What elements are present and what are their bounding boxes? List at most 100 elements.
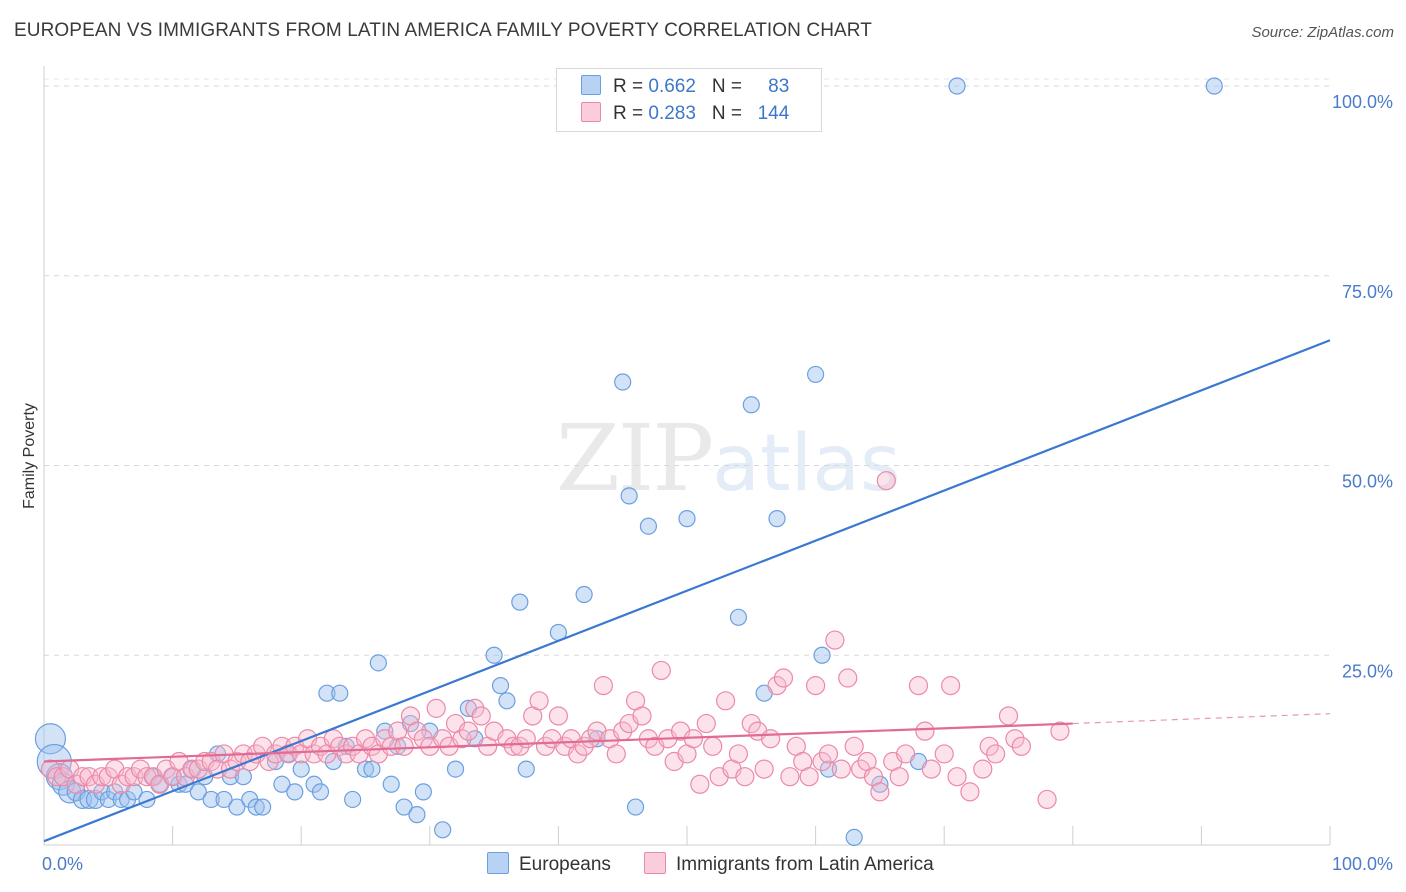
point-europeans: [845, 828, 863, 847]
point-latin: [915, 721, 935, 741]
point-europeans: [273, 775, 291, 793]
legend-n-label: N =: [711, 103, 748, 124]
stats-legend: R = 0.662 N = 83 R = 0.283 N = 144: [556, 68, 822, 132]
legend-item-latin[interactable]: Immigrants from Latin America: [644, 852, 934, 876]
point-latin: [651, 660, 671, 681]
y-tick-label: 50.0%: [1342, 472, 1393, 492]
point-latin: [593, 676, 614, 696]
point-europeans: [189, 783, 207, 801]
point-latin: [844, 736, 864, 756]
chart-title: EUROPEAN VS IMMIGRANTS FROM LATIN AMERIC…: [14, 20, 872, 41]
legend-n-label: N =: [711, 76, 748, 97]
point-latin: [760, 729, 781, 749]
point-europeans: [434, 821, 452, 839]
point-europeans: [485, 646, 503, 664]
trend-line-latin: [43, 722, 1073, 763]
point-europeans: [742, 396, 760, 414]
watermark-zip: ZIP: [556, 405, 714, 512]
point-europeans: [446, 760, 465, 778]
point-latin: [773, 668, 794, 688]
legend-swatch-latin: [644, 852, 666, 874]
point-europeans: [678, 510, 696, 528]
point-latin: [696, 713, 716, 734]
point-latin: [838, 668, 858, 688]
point-europeans: [414, 783, 432, 801]
point-latin: [754, 759, 774, 779]
point-europeans: [344, 790, 362, 809]
y-tick-label: 100.0%: [1332, 92, 1393, 112]
legend-item-europeans[interactable]: Europeans: [487, 852, 611, 876]
point-latin: [394, 736, 414, 756]
point-latin: [889, 767, 909, 787]
point-latin: [960, 782, 980, 802]
legend-n-value: 144: [757, 103, 790, 124]
point-latin: [921, 759, 941, 779]
point-europeans: [491, 677, 510, 695]
point-europeans: [517, 760, 535, 778]
point-europeans: [112, 790, 130, 809]
point-latin: [465, 698, 485, 718]
trend-line-latin-extension: [1072, 713, 1331, 725]
point-latin: [805, 676, 826, 696]
point-europeans: [363, 760, 381, 778]
point-latin: [947, 767, 967, 787]
point-europeans: [575, 585, 593, 604]
point-latin: [979, 736, 999, 756]
y-tick-label: 25.0%: [1342, 661, 1393, 681]
point-europeans: [768, 510, 786, 528]
point-europeans: [498, 692, 516, 710]
point-latin: [703, 736, 723, 756]
point-europeans: [356, 760, 375, 778]
point-latin: [986, 744, 1006, 764]
point-europeans: [170, 775, 188, 793]
point-latin: [876, 471, 896, 491]
point-latin: [606, 744, 626, 764]
point-europeans: [247, 798, 265, 816]
point-latin: [452, 729, 472, 749]
point-latin: [780, 767, 800, 787]
legend-r-value: 0.283: [648, 103, 696, 124]
point-europeans: [286, 783, 304, 801]
x-tick-label: 0.0%: [42, 854, 83, 874]
x-tick-label: 100.0%: [1332, 854, 1393, 874]
point-europeans: [376, 722, 394, 740]
point-latin: [870, 782, 890, 802]
point-latin: [1050, 721, 1070, 741]
gridlines: [44, 78, 1330, 656]
point-europeans: [292, 760, 310, 778]
axes: [43, 66, 1331, 846]
point-latin: [818, 744, 839, 764]
point-europeans: [871, 775, 889, 793]
point-europeans: [382, 775, 400, 793]
point-europeans: [395, 798, 413, 816]
legend-r-value: 0.662: [648, 76, 696, 97]
point-latin: [741, 713, 761, 734]
point-latin: [908, 676, 929, 696]
point-europeans: [318, 684, 336, 702]
point-latin: [529, 691, 549, 711]
legend-r-label: R =: [613, 103, 649, 124]
point-europeans: [511, 593, 529, 611]
point-europeans: [813, 646, 831, 664]
point-latin: [715, 691, 736, 711]
point-latin: [941, 676, 961, 696]
point-europeans: [369, 654, 387, 672]
point-latin: [998, 706, 1019, 726]
point-europeans: [806, 365, 825, 384]
point-europeans: [614, 373, 632, 391]
watermark-logo: ZIPatlas: [556, 405, 901, 512]
point-europeans: [620, 487, 638, 505]
y-tick-label: 75.0%: [1342, 282, 1393, 302]
point-europeans: [215, 790, 233, 809]
legend-n-value: 83: [768, 76, 790, 97]
point-latin: [458, 721, 478, 741]
point-latin: [767, 676, 787, 696]
trend-lines: [43, 339, 1331, 843]
point-latin: [568, 744, 588, 764]
point-latin: [735, 767, 755, 787]
point-latin: [1037, 789, 1057, 810]
point-latin: [973, 759, 993, 779]
legend-swatch-europeans: [487, 852, 509, 874]
trend-line-europeans: [43, 339, 1331, 843]
